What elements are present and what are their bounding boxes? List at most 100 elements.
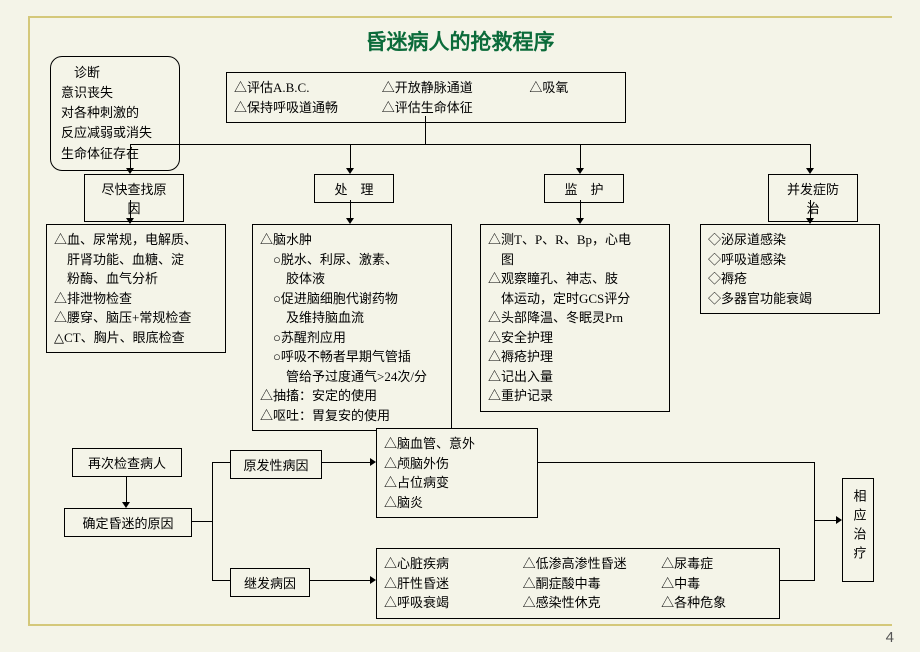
t: ◇呼吸道感染 — [708, 250, 872, 270]
t: △褥疮护理 — [488, 347, 662, 367]
t: ○呼吸不畅者早期气管插 — [260, 347, 444, 367]
t: 图 — [488, 250, 662, 270]
detail-treat: △脑水肿 ○脱水、利尿、激素、 胶体液 ○促进脑细胞代谢药物 及维持脑血流 ○苏… — [252, 224, 452, 431]
conn — [814, 462, 815, 581]
t: △抽搐：安定的使用 — [260, 386, 444, 406]
t: 生命体征存在 — [61, 144, 169, 164]
t: △安全护理 — [488, 328, 662, 348]
t: 体运动，定时GCS评分 — [488, 289, 662, 309]
frame-left — [28, 16, 30, 624]
conn — [810, 144, 811, 170]
t: △占位病变 — [384, 473, 530, 493]
conn — [212, 580, 230, 581]
t: ○苏醒剂应用 — [260, 328, 444, 348]
conn — [212, 462, 230, 463]
t: 继发病因 — [244, 576, 296, 591]
page-number: 4 — [886, 629, 894, 646]
t: 原发性病因 — [243, 458, 308, 473]
conn — [130, 200, 131, 220]
conn — [126, 476, 127, 504]
t: △CT、胸片、眼底检查 — [54, 328, 218, 348]
diagnosis-box: 诊断 意识丧失 对各种刺激的 反应减弱或消失 生命体征存在 — [50, 56, 180, 171]
t: △各种危象 — [661, 593, 772, 613]
t: 对各种刺激的 — [61, 103, 169, 123]
t: 并发症防治 — [787, 182, 839, 216]
detail-complication: ◇泌尿道感染 ◇呼吸道感染 ◇褥疮 ◇多器官功能衰竭 — [700, 224, 880, 314]
t: △呼吸衰竭 — [384, 593, 523, 613]
conn — [425, 116, 426, 144]
branch-monitor: 监 护 — [544, 174, 624, 203]
conn — [350, 200, 351, 220]
t: 确定昏迷的原因 — [82, 516, 173, 531]
page-title: 昏迷病人的抢救程序 — [366, 26, 555, 56]
t: △保持呼吸道通畅 — [234, 98, 382, 118]
conn — [780, 580, 814, 581]
conn — [814, 520, 838, 521]
t: △心脏疾病 — [384, 554, 523, 574]
t: ◇泌尿道感染 — [708, 230, 872, 250]
t: 再次检查病人 — [88, 456, 166, 471]
assessment-box: △评估A.B.C. △开放静脉通道 △吸氧 △保持呼吸道通畅 △评估生命体征 — [226, 72, 626, 123]
t: △血、尿常规，电解质、 — [54, 230, 218, 250]
t: △颅脑外伤 — [384, 454, 530, 474]
t: 意识丧失 — [61, 83, 169, 103]
conn — [310, 580, 372, 581]
t: △记出入量 — [488, 367, 662, 387]
t: △酮症酸中毒 — [523, 574, 662, 594]
branch-find-cause: 尽快查找原因 — [84, 174, 184, 222]
t: 反应减弱或消失 — [61, 123, 169, 143]
conn — [580, 200, 581, 220]
t: △肝性昏迷 — [384, 574, 523, 594]
t: △腰穿、脑压+常规检查 — [54, 308, 218, 328]
t: ○脱水、利尿、激素、 — [260, 250, 444, 270]
conn — [130, 144, 810, 145]
recheck-box: 再次检查病人 — [72, 448, 182, 477]
t: 胶体液 — [260, 269, 444, 289]
primary-box: 原发性病因 — [230, 450, 322, 479]
t: △尿毒症 — [661, 554, 772, 574]
t: △重护记录 — [488, 386, 662, 406]
t: △测T、P、R、Bp，心电 — [488, 230, 662, 250]
t: △感染性休克 — [523, 593, 662, 613]
t: 粉酶、血气分析 — [54, 269, 218, 289]
conn — [322, 462, 372, 463]
t: △吸氧 — [529, 78, 618, 98]
t: △呕吐：胃复安的使用 — [260, 406, 444, 426]
t: 肝肾功能、血糖、淀 — [54, 250, 218, 270]
t: △脑水肿 — [260, 230, 444, 250]
confirm-box: 确定昏迷的原因 — [64, 508, 192, 537]
t: △开放静脉通道 — [382, 78, 530, 98]
frame-top — [28, 16, 892, 18]
secondary-detail: △心脏疾病 △低渗高渗性昏迷 △尿毒症 △肝性昏迷 △酮症酸中毒 △中毒 △呼吸… — [376, 548, 780, 619]
conn — [538, 462, 814, 463]
conn — [130, 144, 131, 170]
t: 管给予过度通气>24次/分 — [260, 367, 444, 387]
detail-find-cause: △血、尿常规，电解质、 肝肾功能、血糖、淀 粉酶、血气分析 △排泄物检查 △腰穿… — [46, 224, 226, 353]
branch-treat: 处 理 — [314, 174, 394, 203]
t: △观察瞳孔、神志、肢 — [488, 269, 662, 289]
t: △评估生命体征 — [382, 98, 530, 118]
branch-complication: 并发症防治 — [768, 174, 858, 222]
primary-detail: △脑血管、意外 △颅脑外伤 △占位病变 △脑炎 — [376, 428, 538, 518]
conn — [810, 200, 811, 220]
conn — [192, 521, 212, 522]
frame-bottom — [28, 624, 892, 626]
t: 相应治疗 — [849, 489, 869, 565]
t: 尽快查找原因 — [101, 182, 166, 216]
conn — [212, 462, 213, 580]
conn — [350, 144, 351, 170]
t: △排泄物检查 — [54, 289, 218, 309]
treatment-box: 相应治疗 — [842, 478, 874, 582]
t: △评估A.B.C. — [234, 78, 382, 98]
secondary-box: 继发病因 — [230, 568, 310, 597]
t: △头部降温、冬眠灵Prn — [488, 308, 662, 328]
t: △中毒 — [661, 574, 772, 594]
t: △脑血管、意外 — [384, 434, 530, 454]
t: ○促进脑细胞代谢药物 — [260, 289, 444, 309]
t: 监 护 — [564, 182, 603, 197]
conn — [580, 144, 581, 170]
t: ◇褥疮 — [708, 269, 872, 289]
t: △低渗高渗性昏迷 — [523, 554, 662, 574]
t: 及维持脑血流 — [260, 308, 444, 328]
t: ◇多器官功能衰竭 — [708, 289, 872, 309]
